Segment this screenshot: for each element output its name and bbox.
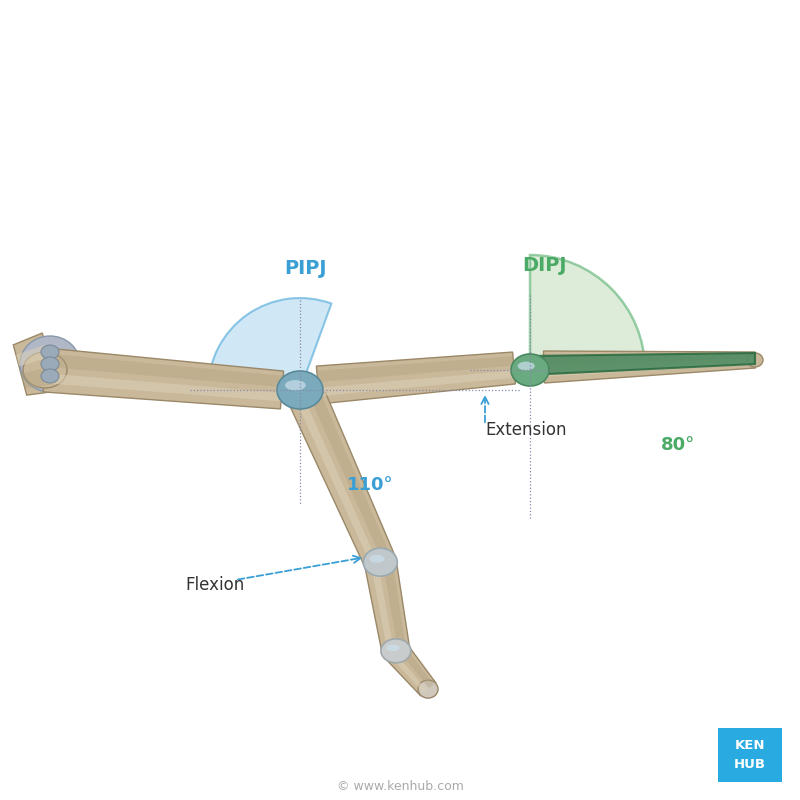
Ellipse shape bbox=[23, 352, 67, 388]
Ellipse shape bbox=[41, 357, 59, 371]
Ellipse shape bbox=[41, 345, 59, 359]
Polygon shape bbox=[365, 559, 410, 654]
Text: PIPJ: PIPJ bbox=[284, 259, 326, 278]
Polygon shape bbox=[382, 560, 406, 650]
Polygon shape bbox=[14, 333, 58, 395]
Text: HUB: HUB bbox=[734, 758, 766, 771]
Ellipse shape bbox=[518, 362, 534, 370]
FancyBboxPatch shape bbox=[718, 728, 782, 782]
Polygon shape bbox=[527, 353, 755, 375]
Ellipse shape bbox=[285, 380, 306, 390]
Ellipse shape bbox=[20, 336, 80, 392]
Polygon shape bbox=[543, 351, 755, 383]
Polygon shape bbox=[318, 370, 515, 396]
Polygon shape bbox=[16, 345, 49, 366]
Text: Extension: Extension bbox=[485, 421, 566, 439]
Ellipse shape bbox=[363, 548, 398, 576]
Polygon shape bbox=[544, 354, 755, 365]
Polygon shape bbox=[21, 366, 56, 389]
Text: © www.kenhub.com: © www.kenhub.com bbox=[337, 781, 463, 794]
Polygon shape bbox=[46, 354, 283, 387]
Polygon shape bbox=[310, 394, 391, 562]
Text: 80°: 80° bbox=[661, 436, 695, 454]
Polygon shape bbox=[398, 645, 434, 688]
Ellipse shape bbox=[277, 371, 323, 409]
Polygon shape bbox=[43, 348, 283, 409]
Text: Flexion: Flexion bbox=[186, 576, 245, 594]
Ellipse shape bbox=[41, 369, 59, 383]
Polygon shape bbox=[290, 392, 395, 569]
Polygon shape bbox=[316, 352, 515, 404]
Polygon shape bbox=[317, 356, 514, 382]
Ellipse shape bbox=[370, 555, 385, 562]
Text: 110°: 110° bbox=[346, 476, 394, 494]
Ellipse shape bbox=[386, 645, 400, 651]
Ellipse shape bbox=[381, 639, 411, 663]
Ellipse shape bbox=[747, 353, 763, 367]
Polygon shape bbox=[298, 401, 378, 566]
Wedge shape bbox=[530, 255, 645, 370]
Ellipse shape bbox=[418, 680, 438, 698]
Wedge shape bbox=[208, 298, 331, 390]
Text: KEN: KEN bbox=[734, 738, 766, 752]
Polygon shape bbox=[44, 374, 282, 402]
Text: DIPJ: DIPJ bbox=[522, 256, 567, 275]
Ellipse shape bbox=[511, 354, 549, 386]
Polygon shape bbox=[390, 652, 427, 693]
Polygon shape bbox=[386, 642, 436, 695]
Polygon shape bbox=[544, 361, 755, 377]
Polygon shape bbox=[371, 562, 394, 652]
